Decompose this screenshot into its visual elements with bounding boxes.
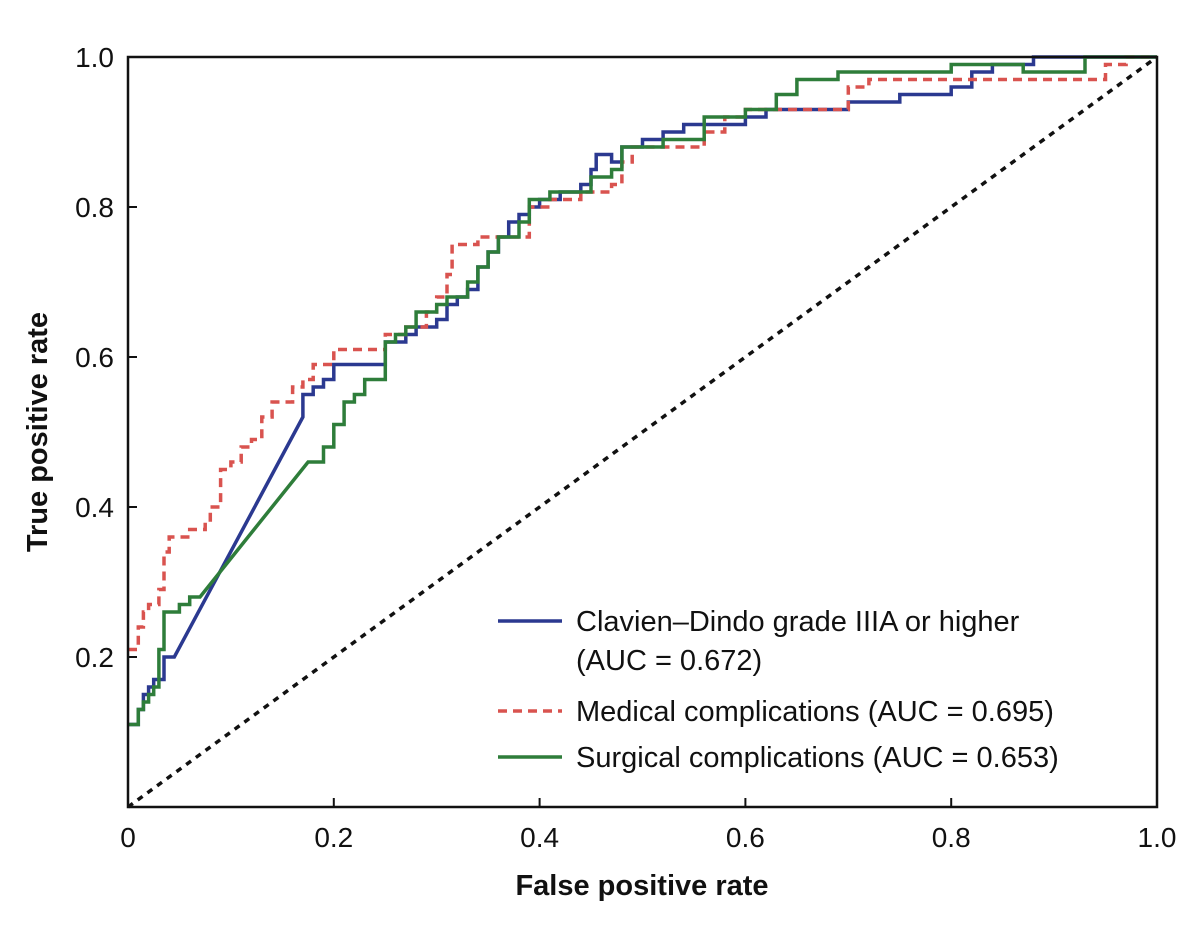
x-tick-label: 0.2 (314, 822, 353, 853)
series-line-clavien-dindo-grade-iiia-or-higher (128, 55, 1157, 727)
legend-label-clavien-dindo-line2: (AUC = 0.672) (576, 645, 762, 677)
legend-label-medical: Medical complications (AUC = 0.695) (576, 696, 1054, 728)
series-line-surgical-complications (128, 55, 1157, 727)
y-tick-label: 0.4 (75, 492, 114, 523)
x-tick-label: 0.4 (520, 822, 559, 853)
ticks-layer: 0 0.2 0.4 0.6 0.8 1.0 0.2 0.4 0.6 0.8 1.0 (75, 42, 1176, 853)
plot-frame (126, 55, 1159, 809)
chance-diagonal-line (126, 55, 1159, 809)
y-tick-label: 0.6 (75, 342, 114, 373)
y-axis-title: True positive rate (22, 312, 54, 552)
legend-label-clavien-dindo-line1: Clavien–Dindo grade IIIA or higher (576, 606, 1020, 638)
x-tick-label: 0 (120, 822, 136, 853)
legend: Clavien–Dindo grade IIIA or higher (AUC … (498, 606, 1059, 774)
y-tick-label: 0.2 (75, 642, 114, 673)
series-layer (128, 55, 1157, 727)
x-tick-label: 0.6 (726, 822, 765, 853)
x-tick-label: 1.0 (1138, 822, 1177, 853)
legend-label-surgical: Surgical complications (AUC = 0.653) (576, 742, 1059, 774)
reference-layer (126, 55, 1159, 809)
x-axis-title: False positive rate (515, 870, 768, 902)
x-tick-label: 0.8 (932, 822, 971, 853)
y-tick-label: 1.0 (75, 42, 114, 73)
y-tick-label: 0.8 (75, 192, 114, 223)
